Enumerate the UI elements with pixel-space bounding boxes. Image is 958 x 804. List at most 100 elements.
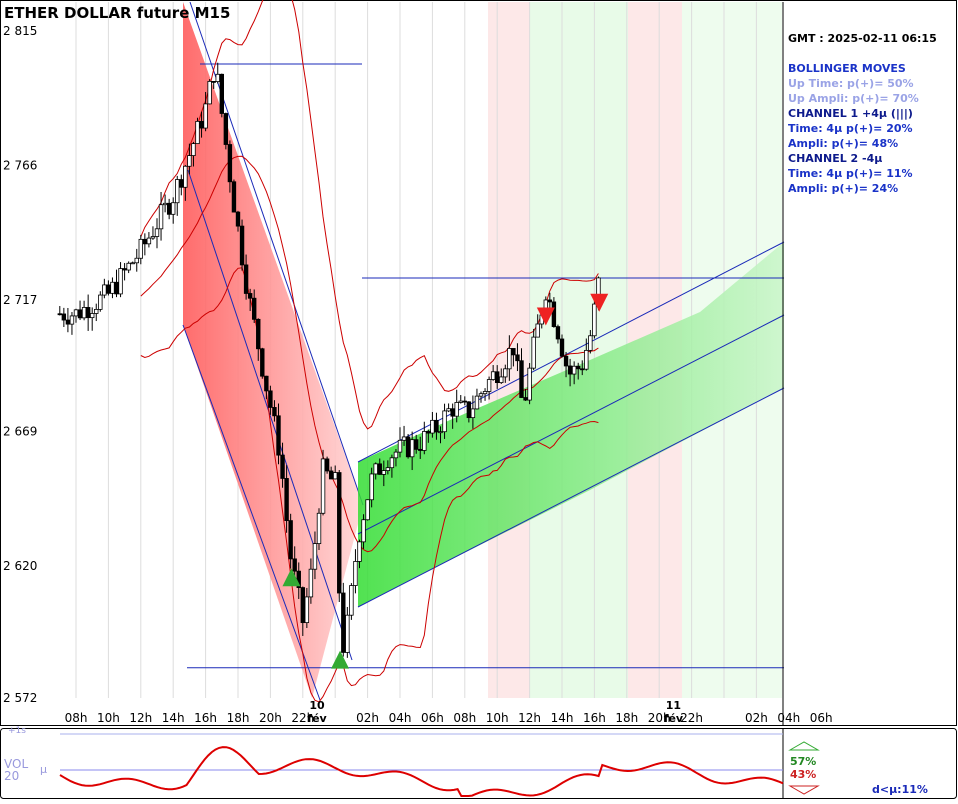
bear-candle bbox=[85, 307, 91, 319]
x-tick-label: 08h bbox=[453, 711, 476, 725]
volume-down-pct: 43% bbox=[790, 768, 816, 781]
x-tick-label: 06h bbox=[421, 711, 444, 725]
bear-candle bbox=[377, 463, 382, 475]
x-tick-label: 10h bbox=[486, 711, 509, 725]
bull-candle bbox=[81, 307, 87, 319]
bear-candle bbox=[337, 472, 342, 594]
bear-candle bbox=[576, 365, 581, 370]
bear-candle bbox=[462, 400, 467, 403]
info-panel: GMT : 2025-02-11 06:15 BOLLINGER MOVES Up… bbox=[788, 32, 937, 195]
bear-candle bbox=[61, 313, 67, 321]
bear-candle bbox=[256, 318, 261, 350]
bear-candle bbox=[292, 558, 297, 572]
x-tick-label: 22h bbox=[291, 711, 314, 725]
bollinger-lower bbox=[140, 267, 599, 703]
bull-candle bbox=[474, 395, 480, 410]
bull-candle bbox=[191, 143, 196, 156]
x-tick-label: 14h bbox=[162, 711, 185, 725]
bear-candle bbox=[219, 73, 224, 114]
bull-candle bbox=[316, 512, 322, 545]
bull-candle bbox=[150, 236, 156, 239]
bear-candle bbox=[288, 520, 293, 560]
x-tick-label: 18h bbox=[615, 711, 638, 725]
bear-candle bbox=[324, 458, 330, 472]
bull-candle bbox=[361, 519, 366, 543]
bear-candle bbox=[251, 297, 257, 320]
volume-pane: VOL 20 +1s μ 57% 43% d<μ:11% bbox=[4, 726, 928, 797]
bear-candle bbox=[405, 436, 411, 458]
bear-candle bbox=[260, 348, 265, 377]
price-levels bbox=[187, 63, 784, 669]
bull-candle bbox=[154, 228, 160, 237]
up-channel-mid bbox=[357, 314, 785, 535]
bear-candle bbox=[243, 264, 249, 294]
y-tick-label: 2 766 bbox=[3, 158, 37, 172]
volume-level-1s: +1s bbox=[8, 726, 26, 736]
x-tick-label: 06h bbox=[810, 711, 833, 725]
y-tick-label: 2 572 bbox=[3, 691, 37, 705]
info-line: CHANNEL 1 +4μ (|||) bbox=[788, 107, 913, 120]
bull-candle bbox=[486, 379, 492, 392]
bull-candle bbox=[401, 436, 407, 441]
bull-candle bbox=[353, 561, 358, 586]
info-line: Time: 4μ p(+)= 20% bbox=[788, 122, 913, 135]
down-channel-lower bbox=[182, 324, 321, 701]
bull-candle bbox=[345, 614, 350, 653]
bull-candle bbox=[69, 315, 75, 325]
bear-candle bbox=[580, 368, 585, 371]
bear-candle bbox=[199, 120, 204, 129]
x-tick-label: 20h bbox=[648, 711, 671, 725]
bull-candle bbox=[146, 237, 152, 245]
bull-candle bbox=[527, 367, 532, 401]
bull-candle bbox=[588, 335, 593, 351]
bull-candle bbox=[308, 568, 314, 598]
bear-candle bbox=[559, 338, 565, 357]
bull-candle bbox=[162, 202, 168, 206]
bear-candle bbox=[166, 202, 172, 215]
y-tick-label: 2 669 bbox=[3, 425, 37, 439]
bull-candle bbox=[134, 257, 139, 264]
bear-candle bbox=[122, 268, 127, 271]
bear-candle bbox=[523, 397, 528, 401]
volume-pane-frame bbox=[0, 728, 957, 799]
bull-candle bbox=[98, 294, 103, 310]
bear-candle bbox=[466, 401, 472, 419]
bull-candle bbox=[535, 323, 540, 338]
bear-candle bbox=[114, 281, 119, 295]
gmt-label: GMT : 2025-02-11 06:15 bbox=[788, 32, 937, 45]
volume-mu-label: μ bbox=[40, 763, 47, 776]
x-tick-label: 16h bbox=[194, 711, 217, 725]
volume-footer: d<μ:11% bbox=[872, 783, 928, 796]
bear-candle bbox=[567, 365, 573, 375]
bear-candle bbox=[426, 431, 431, 434]
volume-curve bbox=[59, 746, 784, 797]
bull-candle bbox=[490, 371, 496, 380]
bear-candle bbox=[280, 454, 285, 479]
bear-candle bbox=[494, 371, 500, 384]
y-tick-label: 2 620 bbox=[3, 559, 37, 573]
bull-candle bbox=[584, 349, 589, 370]
session-band-green bbox=[530, 2, 628, 698]
bear-candle bbox=[413, 439, 419, 450]
y-tick-label: 2 717 bbox=[3, 293, 37, 307]
bull-candle bbox=[422, 431, 427, 451]
x-tick-label: 10h bbox=[97, 711, 120, 725]
bull-candle bbox=[94, 308, 99, 314]
volume-up-pct: 57% bbox=[790, 755, 816, 768]
bull-candle bbox=[90, 313, 95, 319]
bear-candle bbox=[341, 592, 346, 653]
bear-candle bbox=[247, 293, 253, 299]
bear-candle bbox=[284, 478, 289, 522]
bull-candle bbox=[409, 439, 415, 458]
info-line: Ampli: p(+)= 24% bbox=[788, 182, 898, 195]
bull-candle bbox=[175, 179, 180, 204]
bear-candle bbox=[450, 408, 455, 417]
buy-arrow-icon bbox=[331, 650, 350, 669]
x-tick-label: 12h bbox=[518, 711, 541, 725]
sell-arrow-icon bbox=[590, 293, 609, 312]
bull-candle bbox=[170, 202, 176, 215]
bull-candle bbox=[110, 281, 115, 294]
bear-candle bbox=[231, 181, 237, 213]
